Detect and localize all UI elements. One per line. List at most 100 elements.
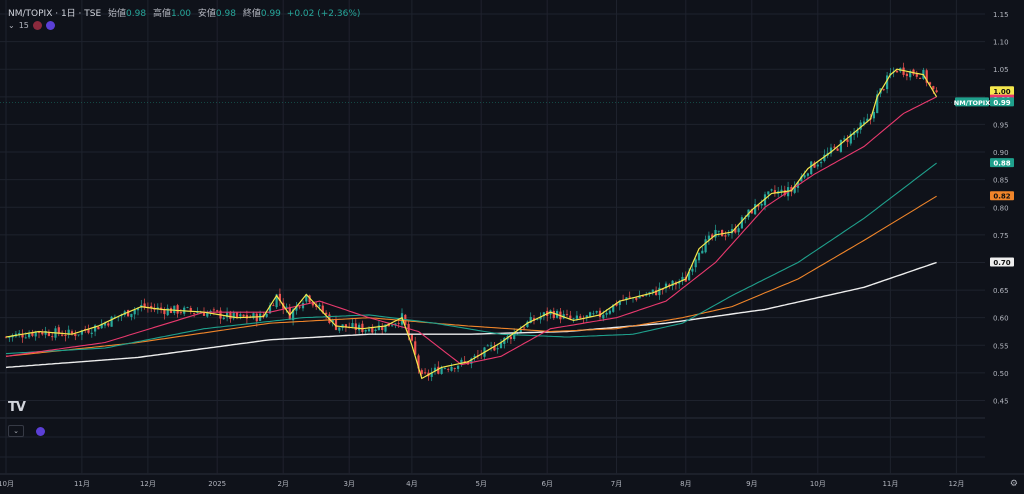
y-tick-label: 0.65 bbox=[993, 287, 1009, 295]
candle-body bbox=[176, 305, 179, 314]
candle-body bbox=[127, 310, 130, 317]
candle-body bbox=[70, 331, 74, 334]
candle-body bbox=[318, 304, 321, 307]
candle-body bbox=[661, 289, 664, 290]
candle-body bbox=[265, 313, 268, 317]
candle-body bbox=[61, 334, 64, 336]
candle-body bbox=[334, 319, 338, 330]
candle-body bbox=[905, 73, 908, 77]
candle-body bbox=[64, 334, 67, 336]
expand-pane-icon[interactable]: ⌄ bbox=[8, 425, 24, 437]
candle-body bbox=[579, 316, 582, 318]
indicator-row: ⌄ 15 bbox=[8, 21, 55, 30]
candle-body bbox=[681, 276, 684, 281]
candle-body bbox=[829, 147, 833, 154]
candle-body bbox=[136, 307, 140, 311]
candle-body bbox=[292, 309, 295, 321]
candle-body bbox=[919, 77, 922, 79]
ma200-line bbox=[5, 261, 937, 369]
candle-body bbox=[849, 133, 852, 144]
ma75-line bbox=[5, 162, 937, 355]
gear-icon[interactable]: ⚙ bbox=[1009, 479, 1018, 489]
candle-body bbox=[193, 313, 196, 314]
candle-body bbox=[859, 122, 862, 130]
candle-body bbox=[295, 305, 298, 311]
candle-body bbox=[226, 311, 229, 318]
candle-body bbox=[202, 312, 206, 316]
candle-body bbox=[179, 312, 182, 314]
indicator-count: 15 bbox=[18, 21, 29, 30]
y-tick-label: 0.60 bbox=[993, 315, 1009, 323]
y-tick-label: 0.50 bbox=[993, 370, 1009, 378]
indicator-icon[interactable] bbox=[32, 21, 42, 30]
candle-body bbox=[173, 305, 176, 313]
candle-body bbox=[453, 368, 456, 369]
candle-body bbox=[397, 323, 400, 325]
candle-body bbox=[252, 313, 255, 319]
candle-body bbox=[288, 307, 291, 320]
candle-body bbox=[740, 217, 743, 229]
candle-body bbox=[595, 311, 598, 313]
price-tag-label: 1.00 bbox=[993, 88, 1010, 96]
pane-indicator-icon[interactable] bbox=[36, 426, 45, 436]
candle-body bbox=[602, 314, 605, 319]
candle-body bbox=[420, 370, 423, 374]
candle-body bbox=[760, 203, 763, 206]
chevron-down-icon[interactable]: ⌄ bbox=[8, 21, 15, 30]
candle-body bbox=[37, 332, 41, 333]
candle-body bbox=[688, 271, 691, 281]
candle-body bbox=[542, 312, 545, 317]
candle-body bbox=[503, 337, 506, 344]
candle-body bbox=[925, 70, 928, 83]
candle-body bbox=[301, 302, 305, 309]
close-value: 0.99 bbox=[260, 9, 281, 19]
candle-body bbox=[450, 366, 453, 371]
x-tick-label: 10月 bbox=[810, 480, 826, 488]
price-tag-ma100 bbox=[990, 191, 1014, 201]
candle-body bbox=[717, 230, 720, 232]
price-tag-label: 0.88 bbox=[993, 160, 1010, 168]
candle-body bbox=[100, 324, 103, 329]
candle-body bbox=[430, 372, 433, 377]
candle-body bbox=[364, 329, 367, 332]
candle-body bbox=[41, 331, 44, 335]
x-tick-label: 6月 bbox=[541, 480, 552, 488]
candle-body bbox=[212, 309, 215, 311]
candle-body bbox=[163, 309, 166, 315]
candle-body bbox=[305, 294, 308, 302]
candle-body bbox=[443, 368, 446, 369]
candle-body bbox=[354, 323, 357, 331]
candle-body bbox=[285, 306, 288, 308]
y-tick-label: 1.15 bbox=[993, 11, 1009, 19]
candle-body bbox=[133, 309, 136, 315]
candle-body bbox=[278, 293, 281, 302]
x-tick-label: 8月 bbox=[680, 480, 691, 488]
candle-body bbox=[470, 358, 473, 364]
candle-body bbox=[856, 130, 859, 134]
indicator-settings-icon[interactable] bbox=[45, 21, 55, 30]
candle-body bbox=[74, 334, 77, 337]
low-value: 0.98 bbox=[215, 9, 236, 19]
low-label: 安値 bbox=[197, 9, 216, 19]
candle-body bbox=[565, 314, 569, 315]
candle-body bbox=[325, 312, 328, 315]
ma100-line bbox=[5, 195, 937, 357]
price-tag-label: 0.82 bbox=[993, 193, 1010, 201]
candle-body bbox=[816, 164, 819, 167]
candle-body bbox=[701, 250, 704, 254]
price-axis: 1.15 1.10 1.05 1.00 0.95 0.90 0.85 0.80 0.75 0.70… bbox=[993, 11, 1009, 406]
x-tick-label: 2月 bbox=[277, 480, 288, 488]
candle-body bbox=[424, 372, 427, 374]
candle-body bbox=[410, 334, 413, 341]
candle-body bbox=[31, 332, 34, 336]
candle-body bbox=[572, 318, 575, 320]
symbol-tag-label: NM/TOPIX bbox=[954, 99, 990, 107]
candle-body bbox=[242, 314, 245, 317]
candle-body bbox=[638, 296, 641, 299]
candle-body bbox=[189, 308, 192, 312]
symbol-title[interactable]: NM/TOPIX · 1日 · TSE bbox=[8, 9, 102, 19]
candle-body bbox=[935, 90, 938, 93]
candle-body bbox=[4, 336, 8, 338]
y-tick-label: 1.05 bbox=[993, 66, 1009, 74]
